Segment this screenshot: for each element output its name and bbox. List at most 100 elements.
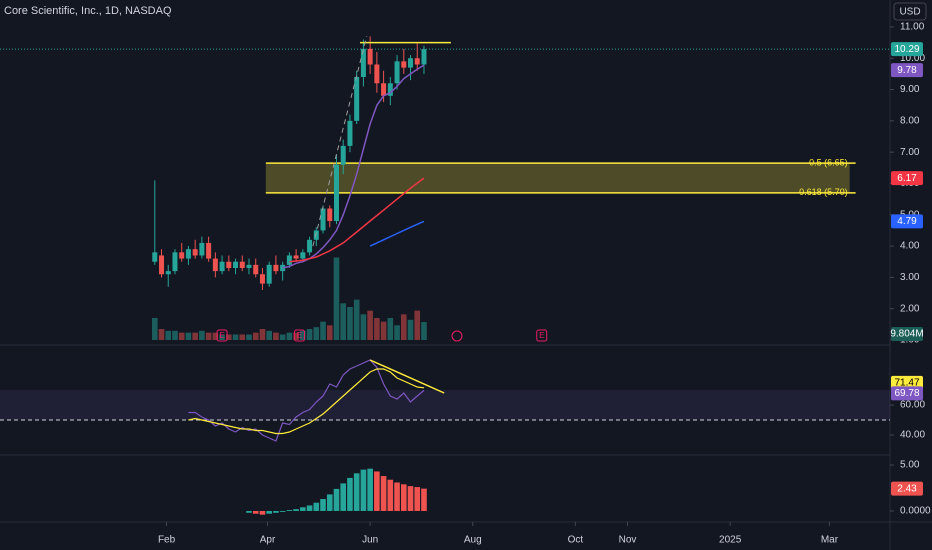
event-icon bbox=[293, 329, 305, 342]
x-tick-label: Oct bbox=[568, 535, 584, 546]
price-badge bbox=[891, 171, 923, 186]
rsi-line bbox=[188, 368, 425, 435]
volume-bar bbox=[259, 329, 266, 340]
histogram-bar bbox=[387, 479, 394, 511]
volume-bar bbox=[313, 327, 320, 340]
volume-bar bbox=[212, 332, 219, 340]
candle-body bbox=[266, 264, 272, 284]
candle-body bbox=[212, 258, 218, 272]
x-tick-label: Jun bbox=[362, 535, 378, 546]
candle-body bbox=[333, 164, 339, 222]
volume-bar bbox=[320, 321, 326, 340]
candle-body bbox=[401, 61, 407, 68]
histogram-bar bbox=[266, 510, 272, 514]
price-badge-label: 10.29 bbox=[894, 44, 919, 55]
event-icon bbox=[536, 329, 548, 342]
volume-bar bbox=[306, 329, 313, 340]
histogram-bar bbox=[333, 488, 340, 511]
x-tick-label: 2025 bbox=[719, 535, 742, 546]
y-tick-label: 5.00 bbox=[900, 460, 920, 471]
histogram-bar bbox=[313, 502, 320, 511]
candle-body bbox=[239, 261, 245, 268]
histogram-bar bbox=[380, 476, 387, 511]
x-tick-label: Nov bbox=[619, 535, 637, 546]
trend-line bbox=[312, 36, 368, 247]
x-tick-label: Aug bbox=[464, 535, 482, 546]
volume-bar bbox=[165, 330, 172, 340]
candle-body bbox=[408, 58, 414, 68]
candle-body bbox=[253, 264, 259, 275]
y-tick-label: 0.0000 bbox=[900, 506, 931, 517]
candle-body bbox=[381, 83, 387, 96]
y-tick-label: 7.00 bbox=[900, 147, 920, 158]
candle-body bbox=[152, 252, 158, 262]
price-badge bbox=[891, 214, 923, 229]
histogram-bar bbox=[252, 510, 259, 514]
y-tick-label: 4.00 bbox=[900, 241, 920, 252]
candle-body bbox=[172, 252, 178, 272]
volume-bar bbox=[286, 332, 293, 340]
candle-body bbox=[192, 249, 198, 256]
volume-bar bbox=[252, 332, 259, 340]
candle-body bbox=[313, 230, 319, 240]
volume-bar bbox=[172, 330, 178, 340]
volume-bar bbox=[226, 334, 232, 340]
candle-body bbox=[340, 145, 346, 165]
price-badge bbox=[891, 386, 923, 401]
candle-body bbox=[327, 208, 333, 222]
price-badge bbox=[891, 481, 923, 496]
volume-bar bbox=[340, 303, 347, 340]
volume-bar bbox=[151, 318, 158, 340]
candle-body bbox=[179, 252, 185, 259]
candle-body bbox=[233, 261, 239, 268]
candle-body bbox=[354, 77, 360, 121]
y-tick-label: 40.00 bbox=[900, 430, 925, 441]
volume-bar bbox=[414, 310, 421, 340]
histogram-bar bbox=[300, 507, 306, 511]
histogram-bar bbox=[347, 477, 353, 511]
volume-bar bbox=[279, 334, 286, 340]
volume-bar bbox=[199, 330, 205, 340]
volume-bar bbox=[360, 314, 367, 340]
event-icon bbox=[216, 329, 228, 342]
candle-body bbox=[421, 49, 427, 65]
histogram-bar bbox=[421, 488, 427, 511]
histogram-bar bbox=[340, 483, 347, 511]
price-badge bbox=[891, 63, 923, 78]
volume-bar bbox=[293, 332, 299, 340]
volume-bar bbox=[407, 319, 414, 340]
candle-body bbox=[414, 58, 420, 65]
x-tick-label: Feb bbox=[158, 535, 176, 546]
volume-bar bbox=[232, 334, 239, 340]
histogram-bar bbox=[293, 509, 299, 511]
currency-button[interactable] bbox=[893, 2, 927, 21]
split-icon bbox=[451, 330, 463, 342]
rsi-line bbox=[188, 359, 425, 442]
moving-average bbox=[289, 177, 425, 263]
candle-body bbox=[293, 255, 299, 259]
candle-body bbox=[219, 261, 225, 272]
volume-bar bbox=[400, 314, 407, 340]
currency[interactable]: USD bbox=[899, 7, 920, 18]
price-badge bbox=[891, 42, 923, 57]
histogram-bar bbox=[414, 487, 421, 511]
histogram-bar bbox=[407, 486, 414, 511]
y-tick-label: 10.00 bbox=[900, 53, 925, 64]
volume-bar bbox=[326, 325, 333, 340]
y-tick-label: 8.00 bbox=[900, 115, 920, 126]
price-badge-label: 4.79 bbox=[897, 216, 917, 227]
candle-body bbox=[374, 64, 380, 84]
candle-body bbox=[165, 271, 171, 275]
moving-average bbox=[369, 220, 425, 247]
volume-bar bbox=[178, 332, 185, 340]
price-badge bbox=[891, 375, 923, 390]
event-label: E bbox=[219, 331, 224, 340]
price-badge-label: 71.47 bbox=[894, 377, 919, 388]
volume-bar bbox=[380, 321, 387, 340]
trend-line bbox=[369, 359, 445, 394]
y-tick-label: 3.00 bbox=[900, 272, 920, 283]
candle-body bbox=[387, 83, 393, 96]
volume-bar bbox=[273, 332, 279, 340]
histogram-bar bbox=[320, 499, 326, 511]
